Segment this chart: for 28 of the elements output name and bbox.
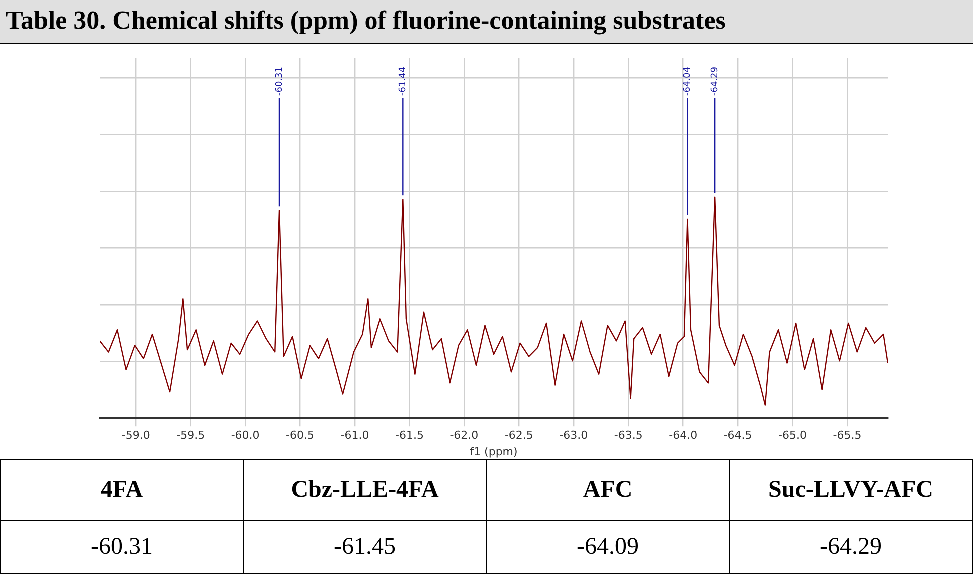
text: -61.45 xyxy=(244,520,486,574)
chart-title: Table 30. Chemical shifts (ppm) of fluorine-containing substrates xyxy=(0,0,973,44)
x-axis-title: f1 (ppm) xyxy=(470,445,518,458)
x-tick-label: -59.0 xyxy=(122,429,150,442)
x-tick-label: -63.0 xyxy=(560,429,588,442)
text: -60.31 xyxy=(0,520,244,574)
x-tick-label: -59.5 xyxy=(176,429,206,442)
x-tick-label: -60.5 xyxy=(286,429,315,442)
x-tick-label: -65.5 xyxy=(833,429,862,442)
x-tick-label: -62.5 xyxy=(504,429,534,442)
x-tick-label: -60.0 xyxy=(231,429,260,442)
x-tick-label: -64.0 xyxy=(669,429,698,442)
text: AFC xyxy=(486,460,730,520)
x-tick-label: -65.0 xyxy=(778,429,808,442)
annotation: -64.29 xyxy=(710,66,720,96)
annotation: -60.31 xyxy=(274,66,285,96)
text: 4FA xyxy=(0,460,244,520)
annotation: -64.04 xyxy=(683,66,694,96)
text: Cbz-LLE-4FA xyxy=(244,460,486,520)
annotation: -61.44 xyxy=(398,66,409,96)
text: Suc-LLVY-AFC xyxy=(730,460,972,520)
x-tick-label: -62.0 xyxy=(450,429,479,442)
text: -64.09 xyxy=(486,520,730,574)
text: -64.29 xyxy=(730,520,972,574)
x-tick-label: -61.0 xyxy=(340,429,370,442)
x-tick-label: -64.5 xyxy=(724,429,752,442)
x-tick-label: -61.5 xyxy=(395,429,424,442)
x-tick-label: -63.5 xyxy=(614,429,643,442)
